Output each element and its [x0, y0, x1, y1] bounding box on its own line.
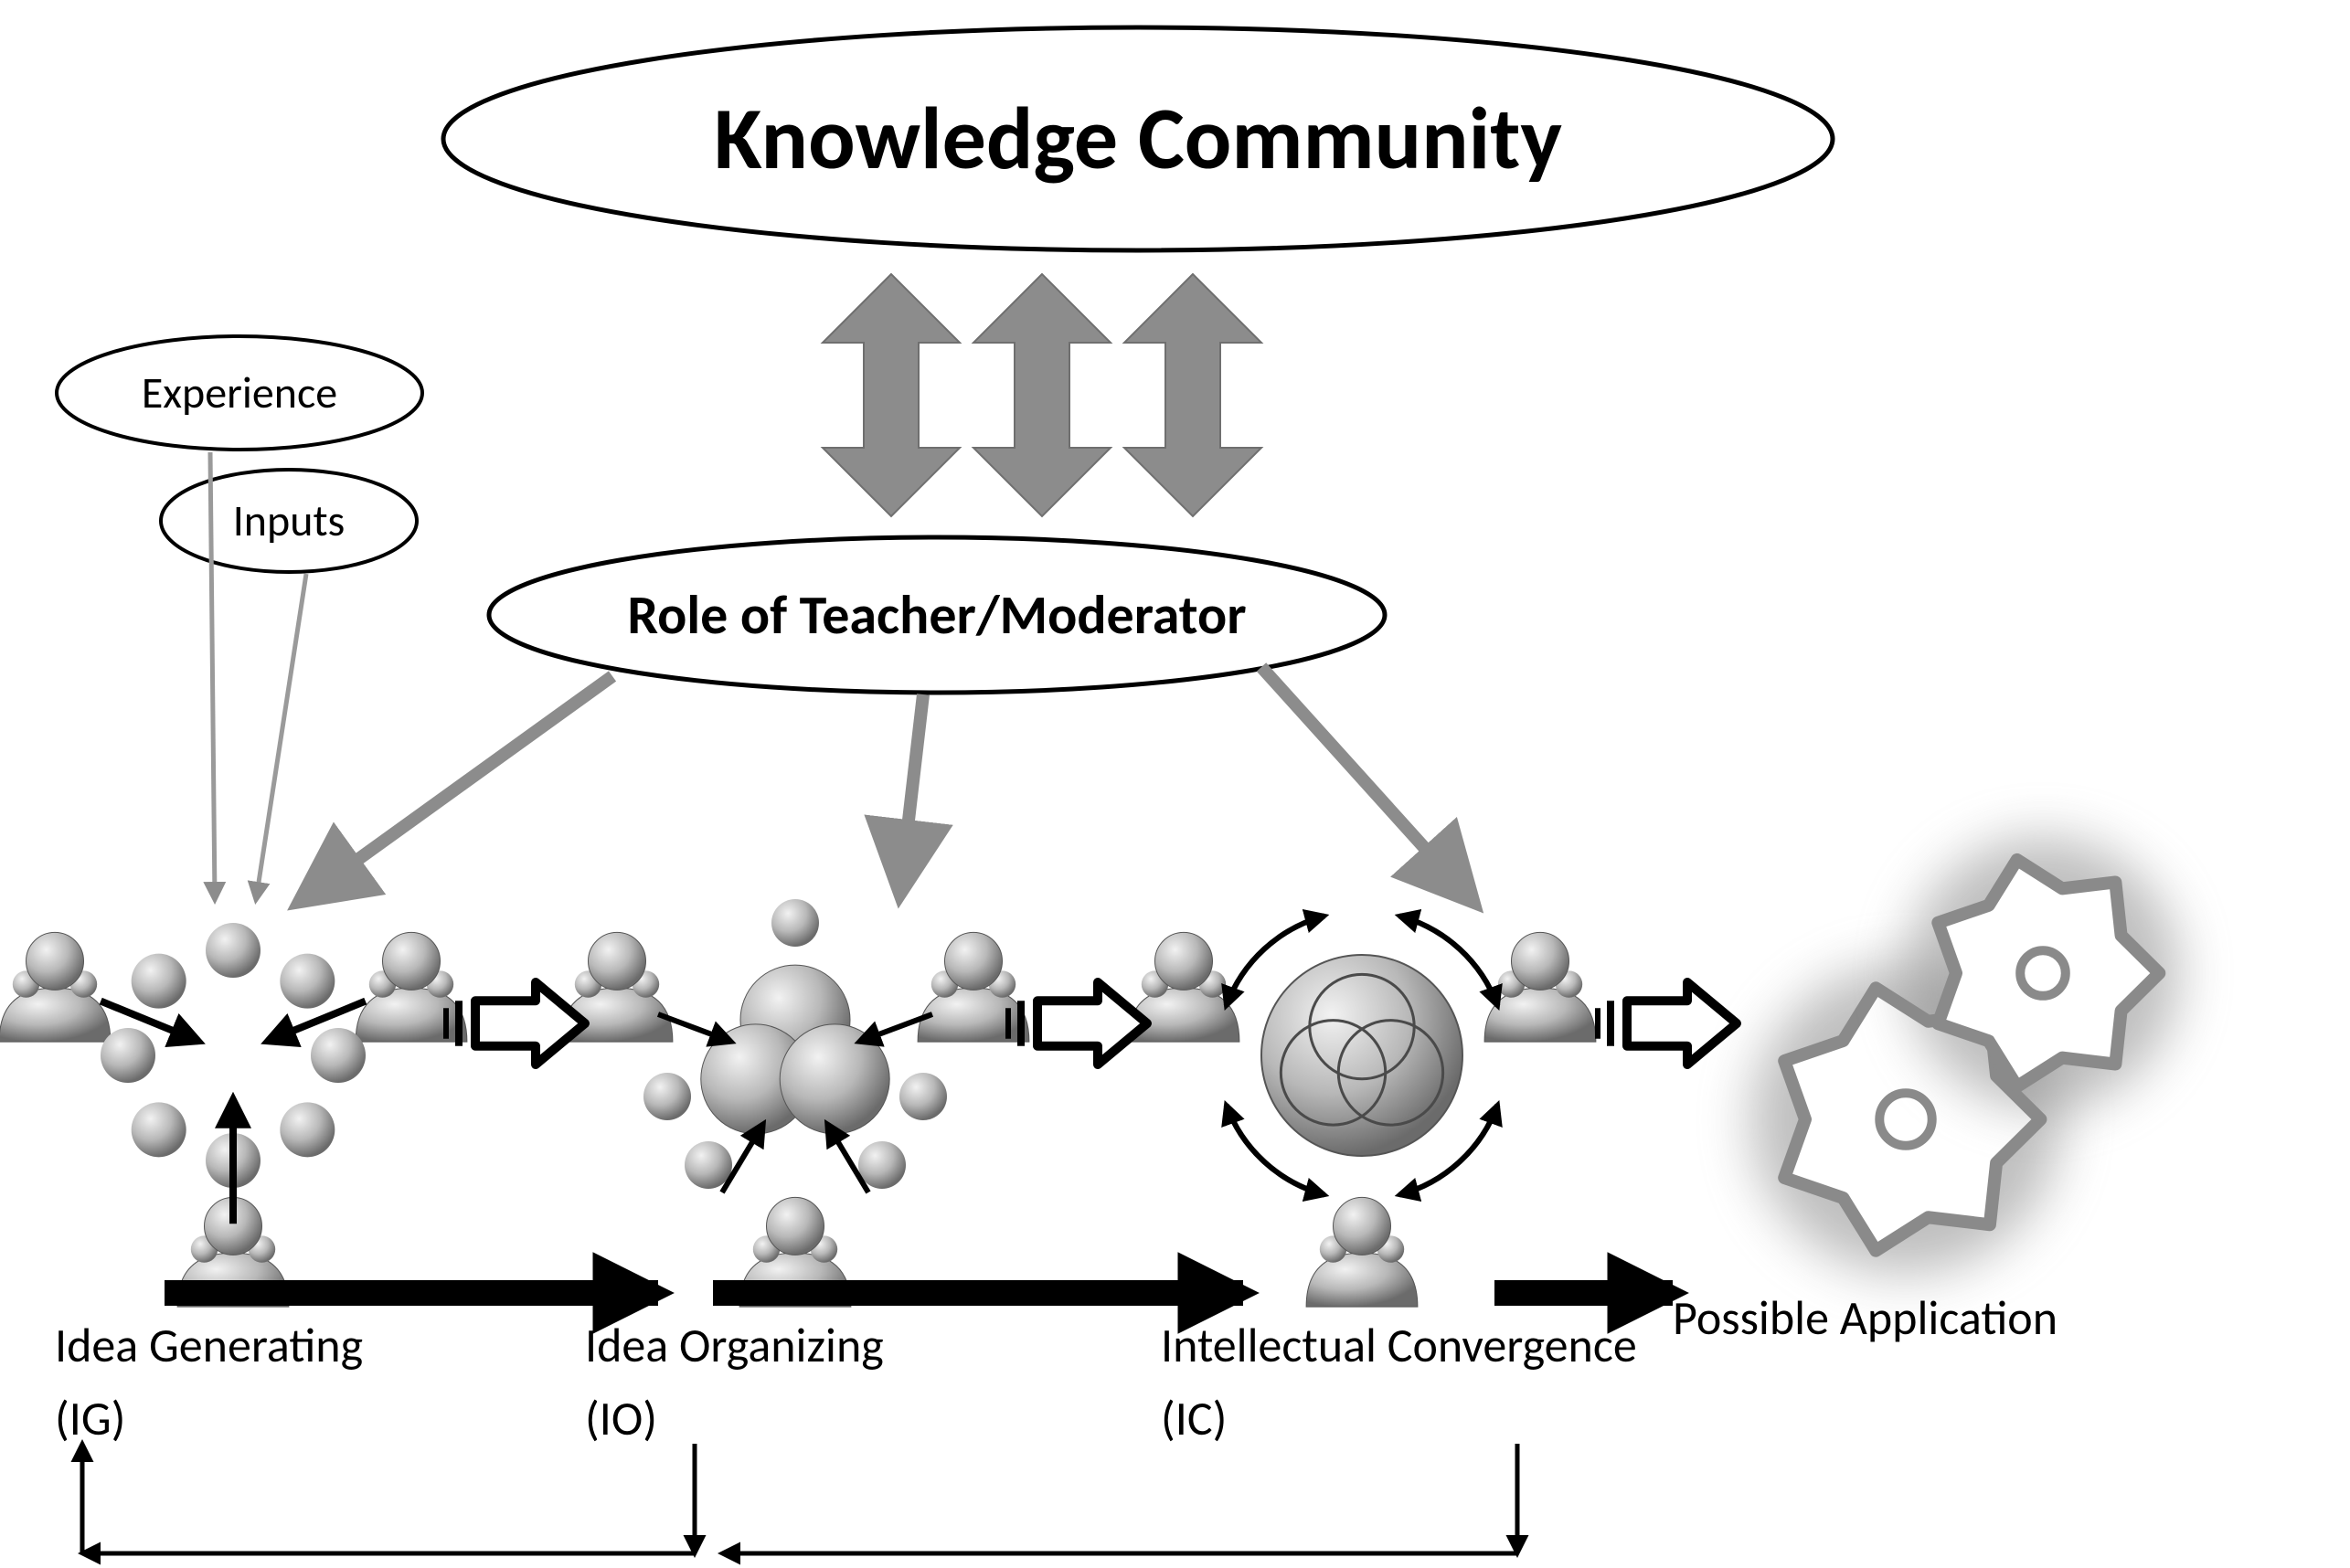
title-text: Knowledge Community — [714, 85, 1562, 192]
cluster-sphere — [780, 1024, 889, 1134]
idea-sphere — [132, 1102, 186, 1157]
flow-arrow-icon — [1627, 982, 1737, 1065]
person-icon — [918, 932, 1029, 1042]
idea-sphere — [206, 923, 261, 978]
idea-sphere — [132, 954, 186, 1009]
phase3-abbrev: (IC) — [1161, 1389, 1227, 1447]
flow-arrow-icon — [475, 982, 585, 1065]
small-sphere — [771, 899, 819, 947]
flow-arrow-icon — [1037, 982, 1147, 1065]
double-arrow-icon — [823, 274, 960, 516]
idea-sphere — [280, 1102, 335, 1157]
small-sphere — [685, 1141, 732, 1189]
merged-sphere — [1261, 955, 1462, 1156]
idea-sphere — [311, 1028, 366, 1083]
moderator-arrow — [900, 694, 923, 891]
phase2-label: Idea Organizing — [585, 1316, 884, 1374]
person-icon — [1306, 1197, 1418, 1307]
small-sphere — [858, 1141, 906, 1189]
role-text: Role of Teacher/Moderator — [627, 582, 1246, 649]
double-arrow-icon — [973, 274, 1111, 516]
inputs-text: Inputs — [233, 493, 346, 547]
phase1-abbrev: (IG) — [55, 1389, 125, 1447]
phase3-label: Intellectual Convergence — [1161, 1316, 1637, 1374]
small-sphere — [643, 1073, 691, 1120]
phase4-label: Possible Application — [1673, 1288, 2058, 1347]
experience-text: Experience — [142, 366, 337, 419]
input-arrow — [256, 574, 306, 900]
moderator-arrow — [1261, 667, 1472, 900]
person-icon — [356, 932, 467, 1042]
idea-sphere — [101, 1028, 155, 1083]
phase1-label: Idea Generating — [55, 1316, 363, 1374]
diagram-root: Knowledge Community Role of Teacher/Moder… — [0, 0, 2350, 1568]
moderator-arrow — [302, 676, 612, 900]
phase2-abbrev: (IO) — [585, 1389, 657, 1447]
person-icon — [1484, 932, 1596, 1042]
person-icon — [0, 932, 111, 1042]
idea-sphere — [280, 954, 335, 1009]
input-arrow — [210, 452, 215, 900]
small-sphere — [899, 1073, 947, 1120]
double-arrow-icon — [1124, 274, 1261, 516]
